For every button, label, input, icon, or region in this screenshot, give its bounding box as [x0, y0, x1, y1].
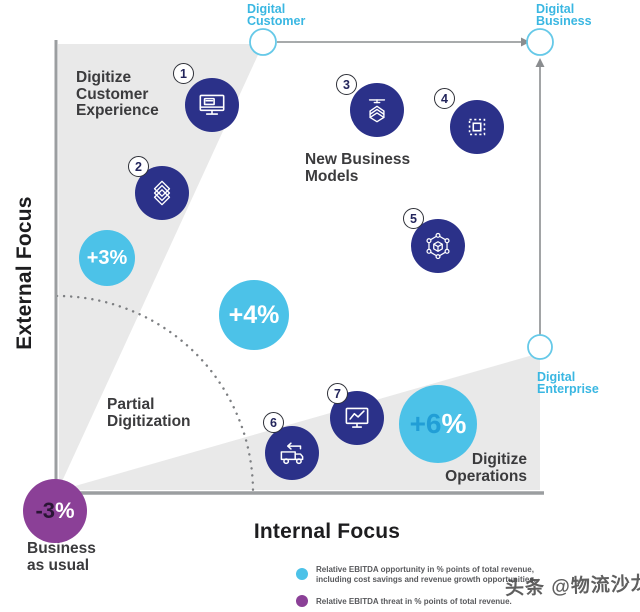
legend-opportunity-dot-icon	[296, 568, 308, 580]
internal-focus-axis-label: Internal Focus	[253, 520, 401, 543]
digital-enterprise-node	[527, 334, 553, 360]
zone-line: Models	[305, 167, 359, 185]
digital-business-node	[526, 28, 554, 56]
zone-business-as-usual: Business as usual	[27, 540, 96, 574]
right-arrowhead-icon	[521, 37, 530, 47]
monitor-card-icon	[199, 94, 225, 115]
ebitda-bubble-plus6: +6%	[399, 385, 477, 463]
legend-line: Relative EBITDA threat in % points of to…	[316, 597, 512, 606]
digital-customer-node	[249, 28, 277, 56]
item-number-badge-6: 6	[263, 412, 284, 433]
item-number-badge-2: 2	[128, 156, 149, 177]
partial-digitization-arc	[55, 294, 255, 494]
legend-threat-text: Relative EBITDA threat in % points of to…	[316, 597, 512, 607]
digital-enterprise-label-line2: Enterprise	[537, 382, 599, 396]
bubble-value: +3	[86, 246, 110, 269]
bubble-percent-sign: %	[55, 498, 75, 523]
ebitda-bubble-plus3: +3%	[79, 230, 135, 286]
digital-customer-label: Digital Customer	[247, 2, 306, 28]
item-number-badge-5: 5	[403, 208, 424, 229]
ebitda-bubble-plus4: +4%	[219, 280, 289, 350]
watermark: 头条 @物流沙龙	[504, 573, 640, 600]
item-number-badge-1: 1	[173, 63, 194, 84]
external-focus-axis-label: External Focus	[13, 196, 36, 350]
bubble-value: +4	[228, 300, 258, 329]
item-number-badge-7: 7	[327, 383, 348, 404]
up-arrowhead-icon	[535, 58, 545, 67]
bubble-value: -3	[35, 498, 55, 523]
item-circle-1	[185, 78, 239, 132]
digital-enterprise-label: Digital Enterprise	[537, 370, 599, 396]
digital-business-label-line1: Digital	[536, 2, 575, 16]
digital-business-label-line2: Business	[536, 14, 592, 28]
drone-delivery-icon	[368, 99, 386, 123]
zone-digitize-customer-experience: Digitize Customer Experience	[76, 69, 159, 120]
item-circle-5	[411, 219, 465, 273]
bubble-percent-sign: %	[257, 300, 280, 329]
layered-diamonds-icon	[153, 180, 171, 206]
zone-line: Digitization	[107, 412, 191, 430]
chip-icon	[468, 118, 486, 136]
digital-customer-label-line2: Customer	[247, 14, 306, 28]
bubble-percent-sign: %	[109, 246, 128, 269]
zone-line: Partial	[107, 396, 155, 413]
zone-new-business-models: New Business Models	[305, 151, 411, 185]
zone-digitize-operations: Digitize Operations	[400, 451, 527, 485]
upper-left-wedge	[58, 44, 263, 488]
zone-line: Operations	[445, 467, 527, 485]
zone-line: Experience	[76, 102, 159, 119]
zone-line: New Business	[305, 151, 411, 168]
digital-business-label: Digital Business	[536, 2, 592, 28]
legend-line: including cost savings and revenue growt…	[316, 574, 537, 584]
digital-enterprise-label-line1: Digital	[537, 370, 576, 384]
analytics-monitor-icon	[345, 407, 369, 428]
zone-line: Digitize	[471, 451, 527, 468]
zone-line: Customer	[76, 85, 149, 103]
legend-line: Relative EBITDA opportunity in % points …	[316, 565, 534, 574]
item-circle-6	[265, 426, 319, 480]
legend-threat-dot-icon	[296, 595, 308, 607]
bubble-percent-sign: %	[441, 408, 467, 439]
item-number-badge-3: 3	[336, 74, 357, 95]
zone-line: Digitize	[76, 69, 132, 86]
item-number-badge-4: 4	[434, 88, 455, 109]
digital-customer-label-line1: Digital	[247, 2, 286, 16]
zone-partial-digitization: Partial Digitization	[107, 396, 191, 430]
item-circle-4	[450, 100, 504, 154]
legend-opportunity-text: Relative EBITDA opportunity in % points …	[316, 565, 536, 584]
zone-line: as usual	[27, 556, 90, 574]
bubble-value: +6	[409, 408, 442, 439]
ebitda-bubble-minus3: -3%	[23, 479, 87, 543]
item-circle-3	[350, 83, 404, 137]
truck-return-icon	[280, 442, 304, 465]
zone-line: Business	[27, 540, 96, 557]
network-cube-icon	[426, 232, 450, 260]
